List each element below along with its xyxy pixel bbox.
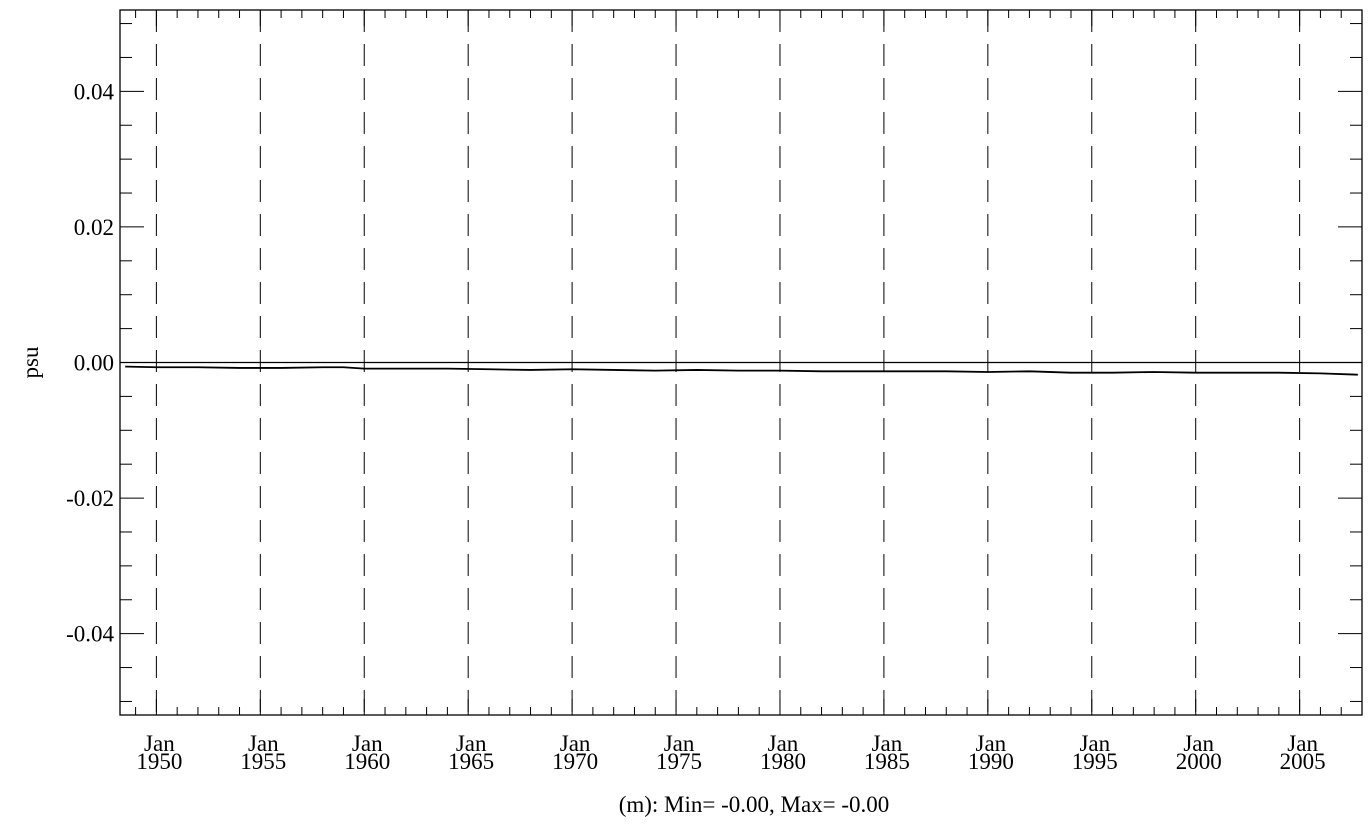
x-axis-label: (m): Min= -0.00, Max= -0.00 [619,792,890,817]
x-tick-year-1995: 1995 [1072,749,1118,774]
x-tick-year-1960: 1960 [344,749,390,774]
x-tick-year-1980: 1980 [760,749,806,774]
x-tick-month-1965: Jan [456,731,487,756]
y-tick-labels: -0.04 -0.02 0.00 0.02 0.04 [66,79,114,646]
x-tick-month-2000: Jan [1183,731,1214,756]
x-tick-year-1970: 1970 [552,749,598,774]
x-tick-month-1970: Jan [560,731,591,756]
x-tick-month-1955: Jan [248,731,279,756]
y-axis-label: psu [18,346,43,378]
y-tick-label-4: 0.04 [74,79,115,104]
minor-ticks [120,10,1363,715]
x-tick-month-1975: Jan [664,731,695,756]
x-tick-labels: Jan1950Jan1955Jan1960Jan1965Jan1970Jan19… [136,731,1325,774]
x-tick-month-2005: Jan [1287,731,1318,756]
x-tick-month-1980: Jan [768,731,799,756]
y-tick-label-2: 0.00 [74,351,114,376]
x-tick-month-1950: Jan [144,731,175,756]
x-tick-year-1975: 1975 [656,749,702,774]
y-tick-label-3: 0.02 [74,215,114,240]
y-tick-label-1: -0.02 [66,486,114,511]
x-tick-year-1990: 1990 [968,749,1014,774]
x-tick-year-1965: 1965 [448,749,494,774]
y-tick-label-0: -0.04 [66,622,114,647]
plot-frame [119,9,1363,716]
x-tick-month-1995: Jan [1079,731,1110,756]
x-tick-year-2005: 2005 [1280,749,1326,774]
x-tick-month-1985: Jan [872,731,903,756]
x-tick-month-1960: Jan [352,731,383,756]
x-tick-year-1985: 1985 [864,749,910,774]
x-tick-year-2000: 2000 [1176,749,1222,774]
x-tick-month-1990: Jan [976,731,1007,756]
series-line [125,365,1358,376]
x-tick-year-1955: 1955 [240,749,286,774]
x-tick-year-1950: 1950 [136,749,182,774]
